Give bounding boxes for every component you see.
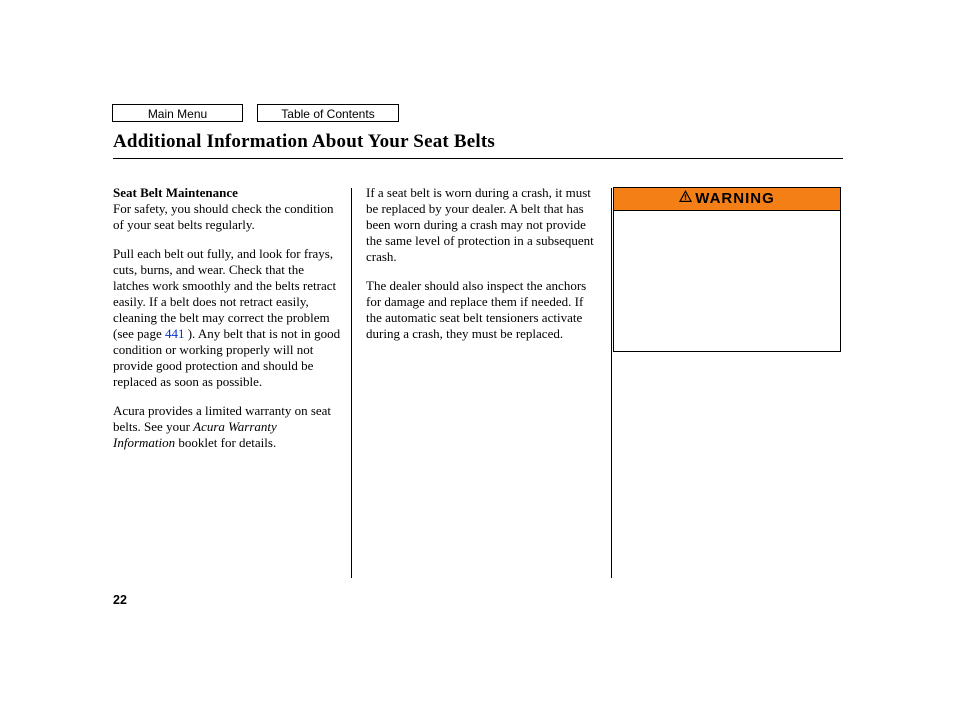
nav-bar: Main Menu Table of Contents [112,104,399,122]
page-number: 22 [113,593,127,607]
column-2: If a seat belt is worn during a crash, i… [352,185,602,342]
col1-p3b: booklet for details. [175,435,276,450]
warning-box: WARNING [613,187,841,352]
page-link-441[interactable]: 441 [165,326,185,341]
main-menu-button[interactable]: Main Menu [112,104,243,122]
column-divider-2 [611,188,612,578]
body-columns: Seat Belt MaintenanceFor safety, you sho… [113,185,612,578]
warning-label: WARNING [695,190,775,207]
section-title: Seat Belt Maintenance [113,185,238,200]
warning-header: WARNING [614,188,840,211]
table-of-contents-button[interactable]: Table of Contents [257,104,399,122]
manual-page: Main Menu Table of Contents Additional I… [0,0,954,720]
col1-p1: For safety, you should check the conditi… [113,201,333,232]
col2-p1: If a seat belt is worn during a crash, i… [366,185,594,265]
column-1: Seat Belt MaintenanceFor safety, you sho… [113,185,351,451]
page-title: Additional Information About Your Seat B… [113,131,843,159]
col2-p2: The dealer should also inspect the ancho… [366,278,594,342]
warning-triangle-icon [679,187,692,209]
